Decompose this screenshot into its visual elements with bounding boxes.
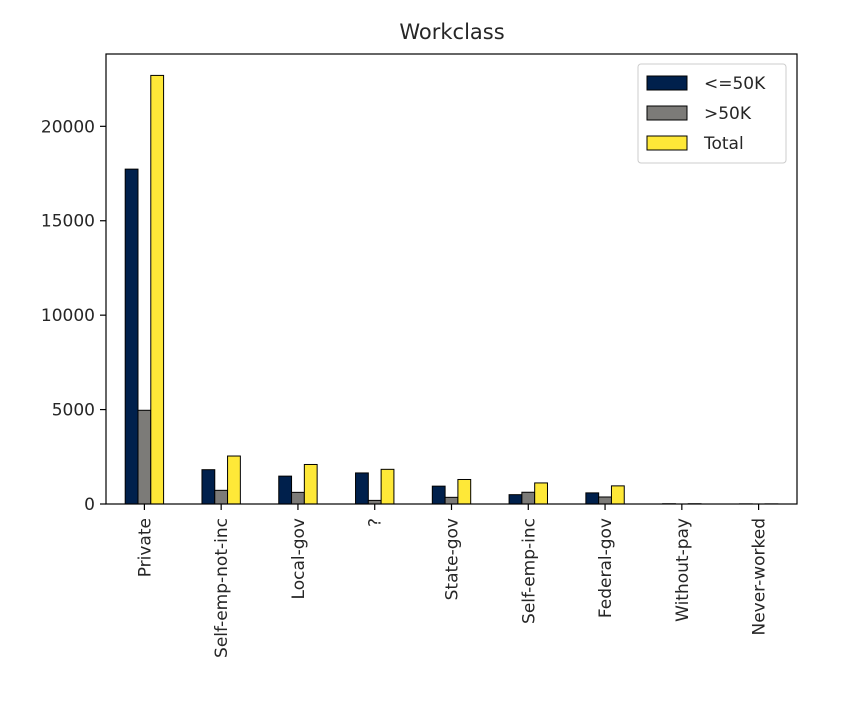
bar [150,74,165,505]
legend-swatch [646,135,688,151]
bar [303,463,318,505]
bar [291,491,305,505]
legend-label: Total [703,134,744,154]
legend-label: <=50K [704,74,766,94]
legend-label: >50K [704,104,752,124]
chart-title: Workclass [399,20,504,44]
y-tick-label: 5000 [52,401,95,421]
x-tick-label: Self-emp-inc [519,518,539,624]
x-tick-label: ? [366,518,386,527]
bar [508,494,523,505]
series-0 [124,168,753,505]
bar [137,409,152,505]
x-tick-label: Without-pay [673,518,693,622]
bar [521,491,536,505]
bar [278,475,293,505]
bar [457,478,472,505]
x-tick-label: State-gov [443,518,463,600]
x-tick-label: Local-gov [289,518,309,599]
bar [585,492,600,505]
y-tick-label: 20000 [41,117,95,137]
bar [214,489,229,505]
bar [610,485,625,505]
x-tick-label: Federal-gov [596,518,616,618]
bar [201,469,216,505]
bar [444,496,459,505]
bar [355,472,369,505]
y-tick-label: 10000 [41,306,95,326]
x-tick-label: Private [135,518,155,577]
x-tick-label: Self-emp-not-inc [212,518,232,658]
x-tick-label: Never-worked [750,518,770,636]
legend-swatch [646,105,688,121]
bar [124,168,139,505]
legend-swatch [646,75,688,91]
legend: <=50K >50K Total [637,63,787,164]
bar [431,485,446,505]
plot-area: 0 5000 10000 15000 20000 Private Self-emp-not-… [41,53,798,658]
bar [598,496,612,505]
y-tick-label: 15000 [41,212,95,232]
bar [534,482,548,505]
bar [380,468,395,505]
bar [227,455,241,505]
y-tick-label: 0 [84,495,95,515]
